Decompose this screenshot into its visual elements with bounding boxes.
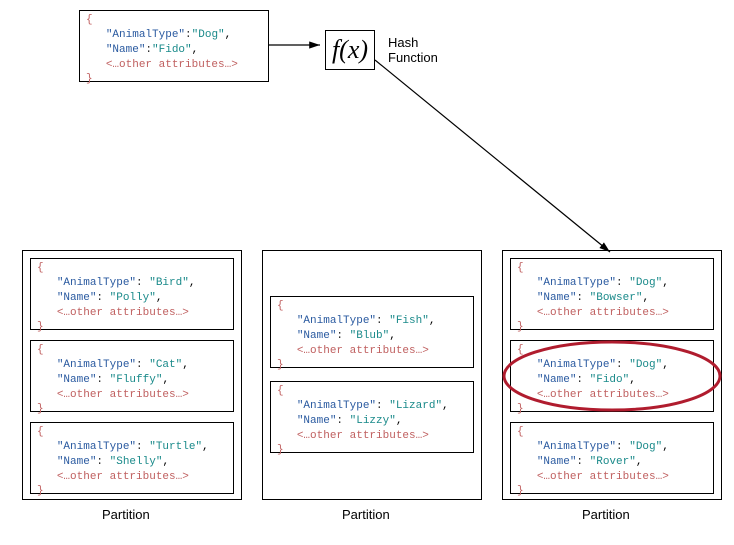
partition-1	[262, 250, 482, 500]
hash-function-label: Hash Function	[388, 35, 458, 65]
partition-1-label: Partition	[342, 507, 390, 522]
input-record: { "AnimalType":"Dog", "Name":"Fido", <…o…	[79, 10, 269, 82]
record-p1-0: { "AnimalType": "Fish", "Name": "Blub", …	[270, 296, 474, 368]
record-p0-0: { "AnimalType": "Bird", "Name": "Polly",…	[30, 258, 234, 330]
record-p1-1: { "AnimalType": "Lizard", "Name": "Lizzy…	[270, 381, 474, 453]
arrows	[269, 45, 610, 252]
record-p2-0: { "AnimalType": "Dog", "Name": "Bowser",…	[510, 258, 714, 330]
record-p0-2: { "AnimalType": "Turtle", "Name": "Shell…	[30, 422, 234, 494]
partition-2-label: Partition	[582, 507, 630, 522]
hash-function-box: f(x)	[325, 30, 375, 70]
record-p2-1: { "AnimalType": "Dog", "Name": "Fido", <…	[510, 340, 714, 412]
record-p0-1: { "AnimalType": "Cat", "Name": "Fluffy",…	[30, 340, 234, 412]
partition-0-label: Partition	[102, 507, 150, 522]
record-p2-2: { "AnimalType": "Dog", "Name": "Rover", …	[510, 422, 714, 494]
hash-function-symbol: f(x)	[332, 35, 368, 65]
